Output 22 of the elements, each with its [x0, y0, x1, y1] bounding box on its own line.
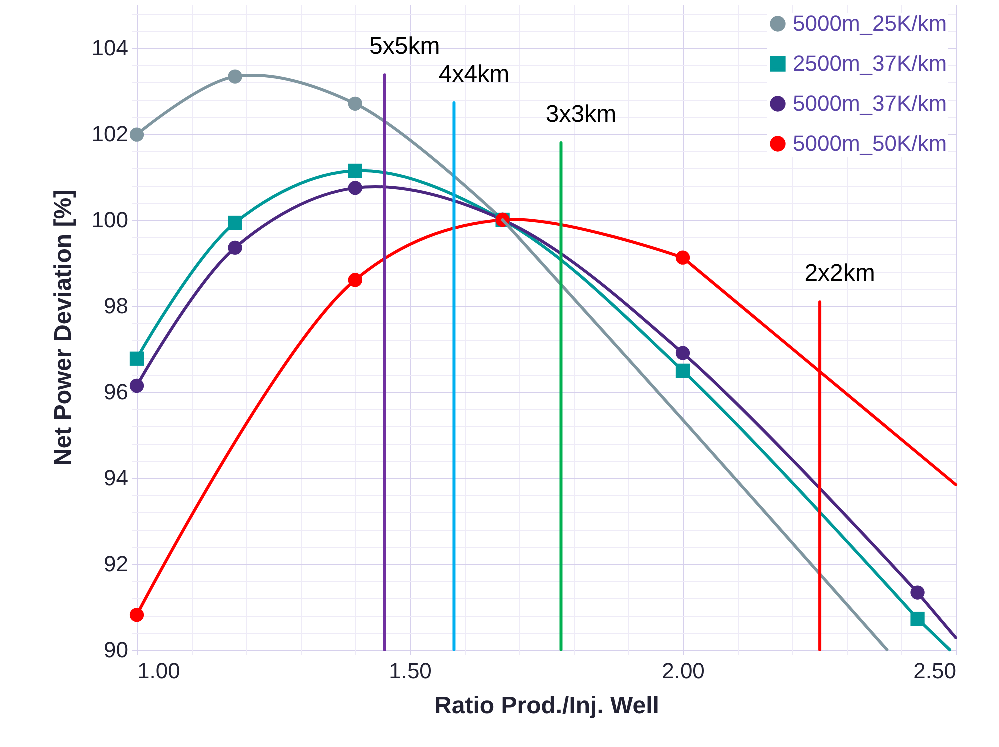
x-axis-title: Ratio Prod./Inj. Well [434, 692, 660, 720]
legend-label: 2500m_37K/km [793, 51, 948, 76]
annotation: 3x3km [546, 101, 617, 128]
annotation: 4x4km [438, 61, 510, 88]
y-tick-label: 98 [104, 294, 128, 318]
annotation: 2x2km [804, 260, 876, 288]
y-tick-label: 94 [104, 466, 128, 490]
annotation: 5x5km [370, 33, 440, 60]
y-tick-label: 96 [104, 380, 128, 404]
legend-label: 5000m_25K/km [793, 11, 948, 36]
y-tick-label: 90 [104, 638, 128, 662]
legend-label: 5000m_37K/km [793, 91, 948, 116]
y-tick-label: 100 [92, 208, 128, 232]
x-tick-label: 2.50 [914, 658, 956, 684]
y-tick-label: 102 [92, 122, 128, 146]
y-axis-title: Net Power Deviation [%] [50, 190, 77, 466]
y-tick-label: 104 [92, 36, 128, 60]
legend-label: 5000m_50K/km [793, 131, 948, 156]
y-tick-label: 92 [104, 552, 128, 576]
x-tick-label: 2.00 [662, 658, 705, 684]
x-tick-label: 1.50 [389, 658, 432, 684]
x-tick-label: 1.00 [138, 658, 180, 684]
